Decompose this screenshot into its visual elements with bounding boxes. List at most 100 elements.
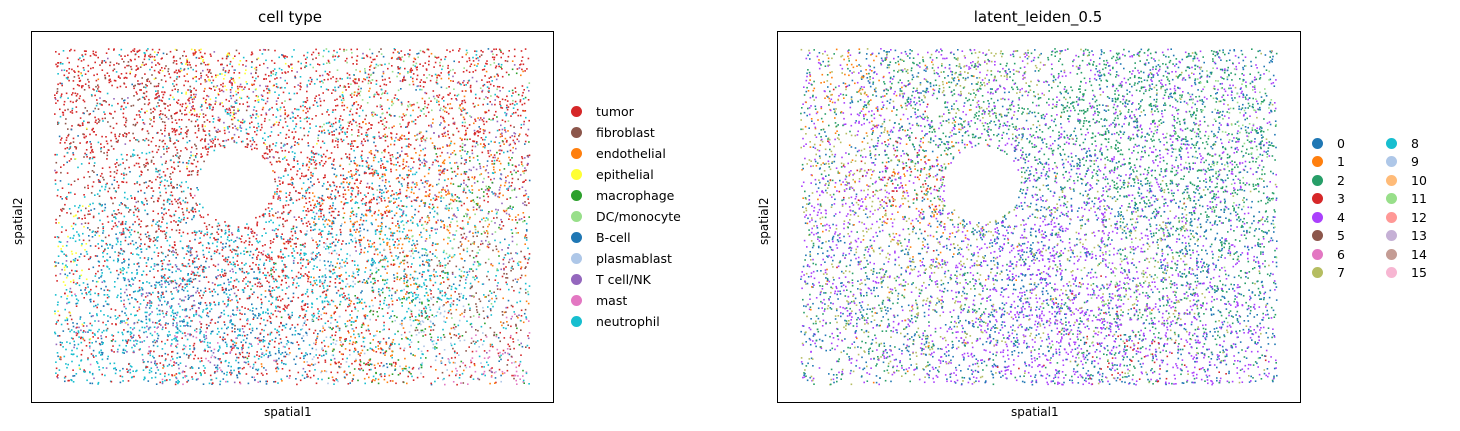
point-fibroblast <box>200 72 202 75</box>
point-neutrophil <box>314 369 316 371</box>
point-tumor <box>143 96 145 99</box>
point-tumor <box>341 243 343 245</box>
point-tumor <box>110 131 113 134</box>
point-tumor <box>396 58 398 60</box>
point-neutrophil <box>121 351 124 354</box>
point-tumor <box>246 95 249 98</box>
point-macrophage <box>503 168 506 170</box>
point-fibroblast <box>189 251 192 253</box>
point-tumor <box>128 132 130 134</box>
point-b-cell <box>89 300 92 303</box>
point-tumor <box>224 258 227 260</box>
point-tumor <box>211 75 213 78</box>
point-plasmablast <box>400 334 403 336</box>
point-tumor <box>294 75 296 78</box>
point-neutrophil <box>103 111 105 113</box>
point-endothelial <box>462 248 465 251</box>
point-tumor <box>201 360 203 362</box>
point-mast <box>262 250 265 252</box>
point-macrophage <box>466 151 469 153</box>
point-tumor <box>355 168 357 171</box>
point-neutrophil <box>401 185 403 187</box>
point-dc-monocyte <box>416 101 419 104</box>
point-neutrophil <box>60 250 63 253</box>
point-tumor <box>312 239 314 242</box>
point-tumor <box>273 262 275 264</box>
point-tumor <box>294 232 297 234</box>
point-b-cell <box>228 289 230 291</box>
point-tumor <box>241 345 244 347</box>
point-fibroblast <box>161 121 164 123</box>
point-neutrophil <box>331 111 334 113</box>
point-tumor <box>187 89 189 91</box>
point-fibroblast <box>225 272 227 275</box>
point-tumor <box>436 155 439 158</box>
point-tumor <box>194 234 197 236</box>
point-tumor <box>448 71 450 73</box>
point-tumor <box>138 166 141 168</box>
point-endothelial <box>486 245 489 248</box>
point-dc-monocyte <box>120 269 123 272</box>
point-neutrophil <box>454 287 457 289</box>
point-neutrophil <box>340 128 342 131</box>
point-t-cell-nk <box>167 263 170 266</box>
point-neutrophil <box>277 86 279 89</box>
point-endothelial <box>466 208 469 211</box>
point-neutrophil <box>228 225 231 227</box>
point-tumor <box>305 210 307 212</box>
point-tumor <box>337 214 339 216</box>
point-neutrophil <box>76 302 79 305</box>
point-neutrophil <box>372 263 374 266</box>
point-tumor <box>520 161 523 163</box>
point-fibroblast <box>471 250 474 252</box>
point-dc-monocyte <box>426 253 429 256</box>
point-tumor <box>57 374 59 376</box>
point-tumor <box>447 130 449 133</box>
point-endothelial <box>423 175 426 178</box>
point-neutrophil <box>255 113 258 115</box>
point-neutrophil <box>297 163 299 165</box>
point-tumor <box>461 56 464 58</box>
point-endothelial <box>338 267 341 269</box>
point-neutrophil <box>115 243 118 246</box>
point-plasmablast <box>325 336 328 338</box>
point-tumor <box>180 150 182 152</box>
point-t-cell-nk <box>277 176 280 179</box>
point-tumor <box>482 84 484 87</box>
point-macrophage <box>384 136 387 138</box>
point-b-cell <box>175 381 177 383</box>
point-b-cell <box>123 352 125 354</box>
point-t-cell-nk <box>265 85 267 88</box>
point-tumor <box>191 163 194 165</box>
point-neutrophil <box>437 296 440 299</box>
point-b-cell <box>117 273 120 276</box>
point-tumor <box>284 306 287 308</box>
point-dc-monocyte <box>388 127 390 129</box>
point-b-cell <box>320 210 322 212</box>
point-tumor <box>185 55 187 57</box>
point-neutrophil <box>103 209 106 212</box>
point-tumor <box>504 60 507 62</box>
point-fibroblast <box>161 140 164 143</box>
point-endothelial <box>472 232 474 234</box>
point-fibroblast <box>471 295 473 297</box>
point-tumor <box>69 100 72 103</box>
point-b-cell <box>229 95 232 97</box>
point-tumor <box>219 274 221 276</box>
point-tumor <box>171 351 173 353</box>
point-tumor <box>181 263 184 265</box>
point-tumor <box>158 187 160 189</box>
point-neutrophil <box>80 359 83 361</box>
point-b-cell <box>199 303 202 305</box>
point-macrophage <box>299 244 302 246</box>
point-neutrophil <box>224 110 227 113</box>
point-neutrophil <box>205 308 207 310</box>
point-b-cell <box>380 195 383 198</box>
point-tumor <box>232 77 234 80</box>
point-b-cell <box>236 376 239 379</box>
point-tumor <box>72 337 74 340</box>
point-neutrophil <box>183 347 186 350</box>
point-b-cell <box>367 277 370 280</box>
point-endothelial <box>524 194 527 197</box>
point-tumor <box>380 105 383 107</box>
